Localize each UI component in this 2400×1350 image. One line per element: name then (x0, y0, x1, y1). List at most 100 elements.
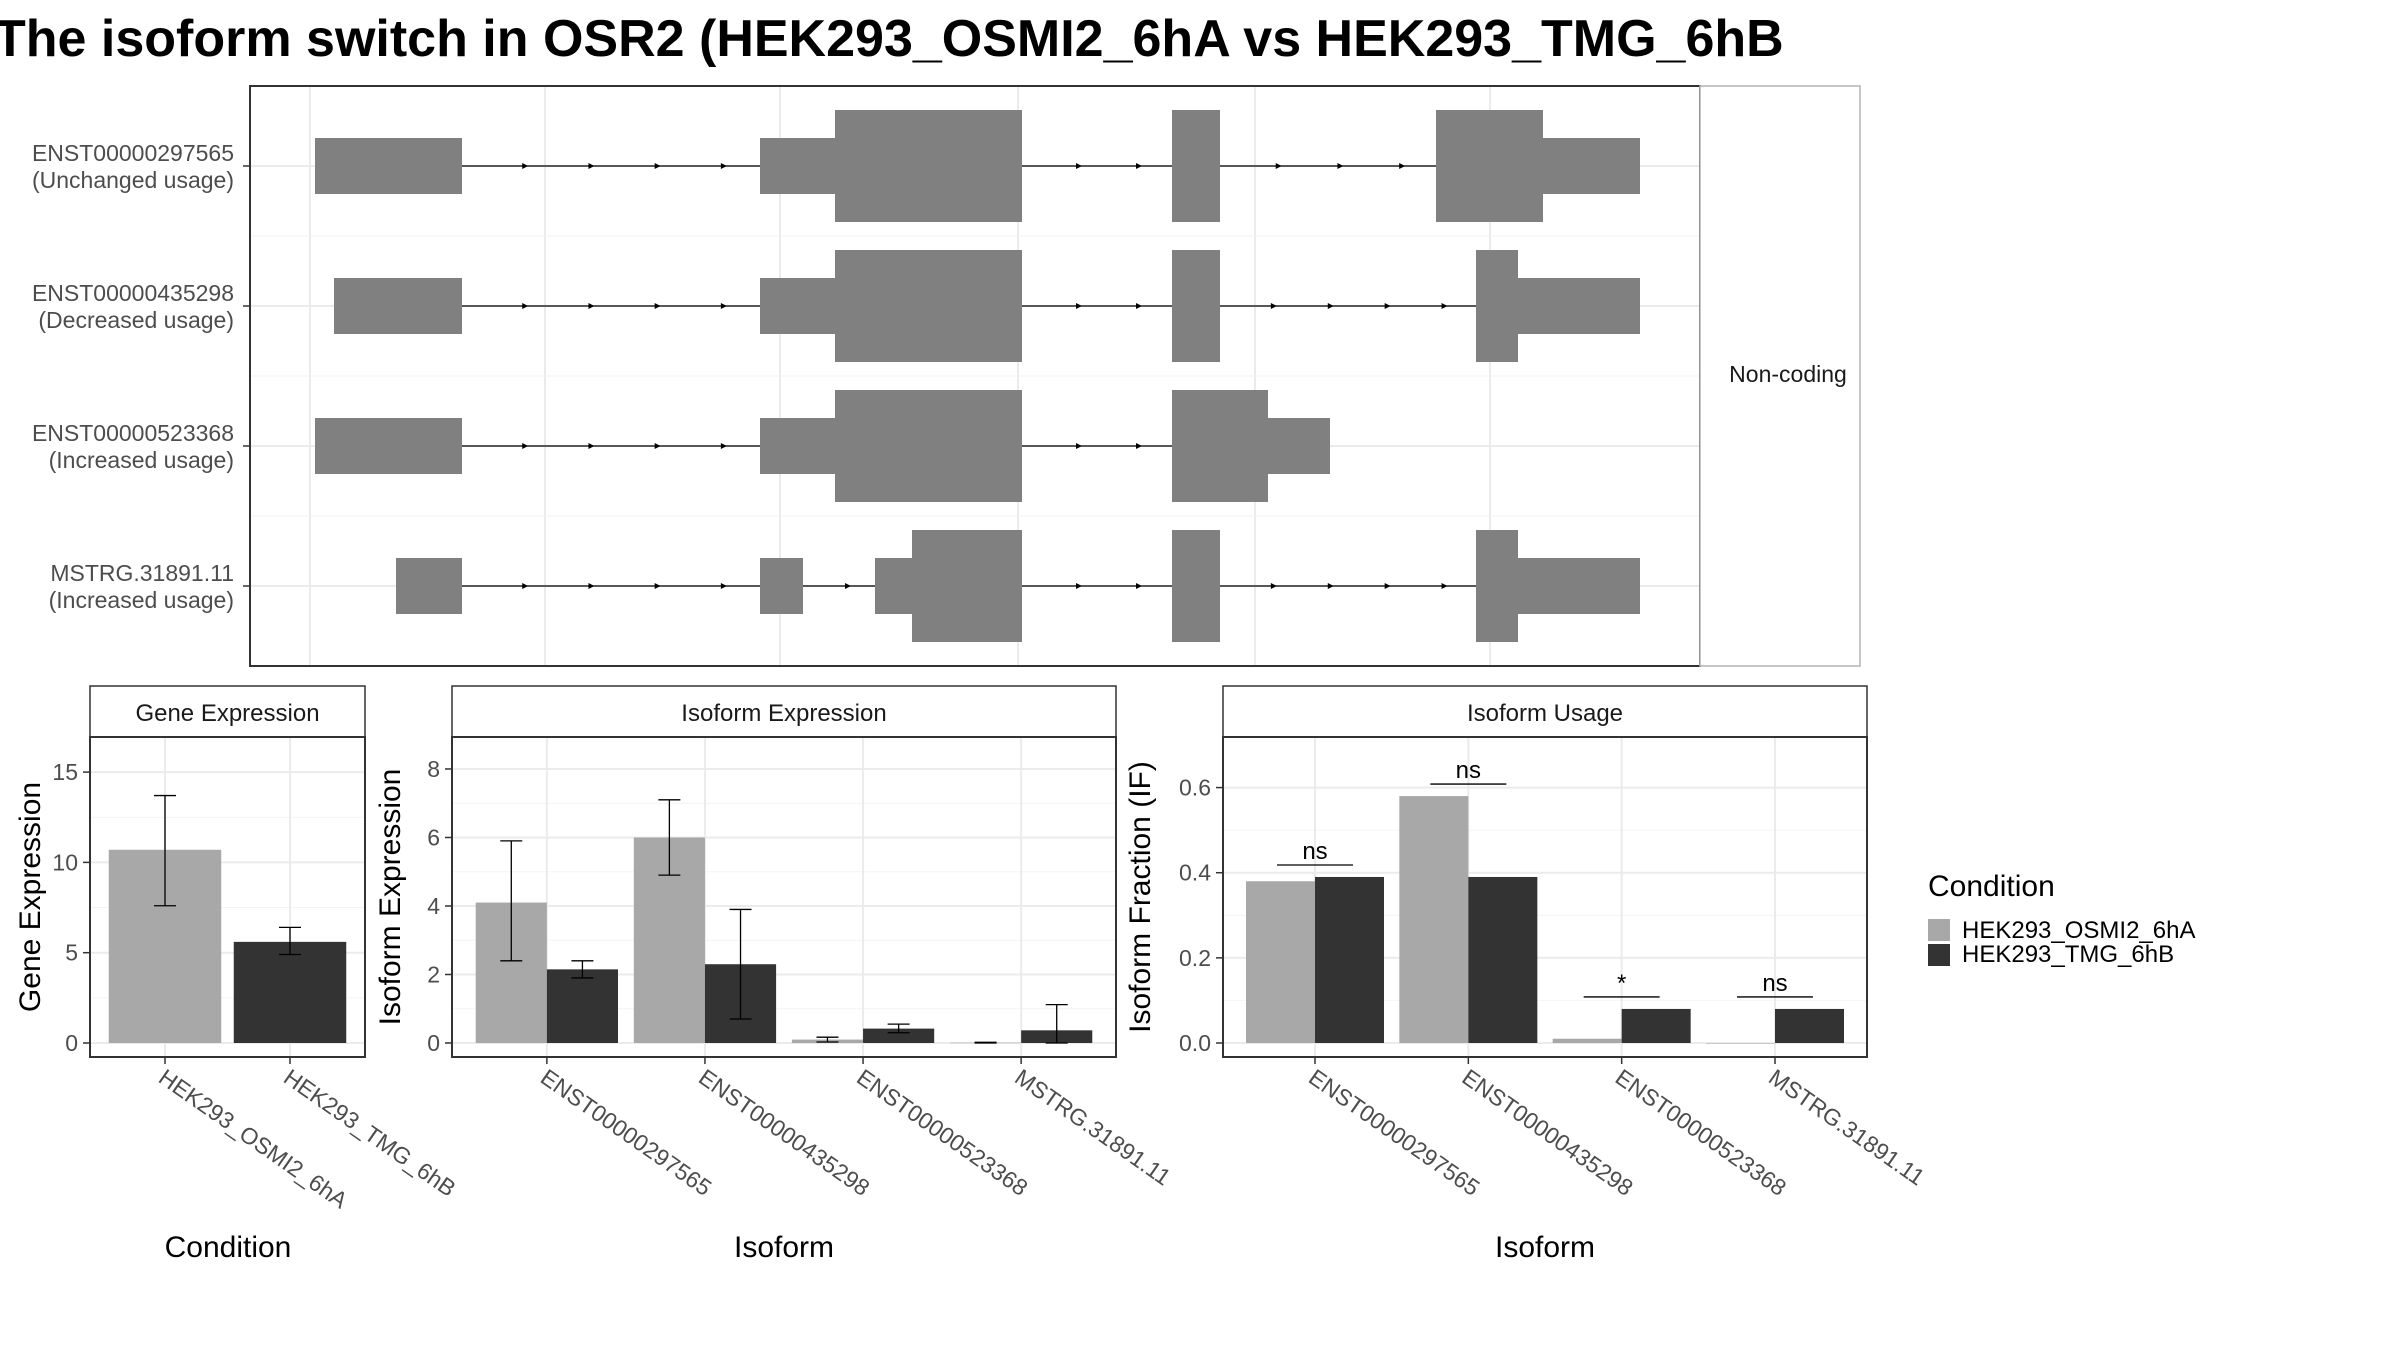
intron-arrow (720, 163, 727, 169)
intron-arrow (1076, 163, 1082, 169)
plot-border (89, 736, 366, 1058)
exon-block (1476, 530, 1518, 642)
significance-label: ns (1456, 757, 1481, 784)
legend-entry-condition-b: HEK293_TMG_6hB (1962, 941, 2174, 968)
y-tick-label: 15 (52, 759, 78, 785)
exon-block (396, 558, 462, 614)
intron-arrow (1076, 303, 1082, 309)
panel-strip (89, 685, 366, 738)
exon-block (315, 138, 462, 194)
y-tick-label: 0 (427, 1030, 440, 1056)
intron-arrow (522, 303, 529, 309)
exon-block (1476, 250, 1518, 362)
exon-block (835, 250, 1022, 362)
exon-block (334, 278, 462, 334)
figure-title: The isoform switch in OSR2 (HEK293_OSMI2… (0, 10, 1784, 68)
transcript-usage-label: (Increased usage) (49, 447, 234, 473)
bar (863, 1028, 935, 1043)
intron-arrow (1136, 163, 1142, 169)
intron-arrow (588, 303, 595, 309)
significance-label: ns (1762, 970, 1787, 997)
legend-title: Condition (1928, 870, 2055, 903)
exon-block (1436, 110, 1543, 222)
y-tick-label: 0.4 (1179, 860, 1211, 886)
bar (233, 941, 347, 1043)
exon-block (1518, 558, 1640, 614)
y-tick-label: 8 (427, 756, 440, 782)
transcript-usage-label: (Unchanged usage) (32, 167, 234, 193)
intron-arrow (654, 583, 661, 589)
exon-block (835, 390, 1022, 502)
exon-block (1172, 390, 1268, 502)
intron-arrow (654, 163, 661, 169)
legend-swatch-condition-a (1928, 919, 1950, 941)
exon-block (1543, 138, 1640, 194)
transcript-usage-label: (Increased usage) (49, 587, 234, 613)
intron-arrow (845, 583, 851, 589)
x-tick-label: ENST00000523368 (852, 1064, 1032, 1201)
y-tick-label: 0.2 (1179, 945, 1211, 971)
transcript-id-label: ENST00000523368 (32, 420, 234, 446)
y-tick-label: 2 (427, 961, 440, 987)
transcript-id-label: MSTRG.31891.11 (50, 560, 234, 586)
bar (1399, 796, 1469, 1043)
bar (1552, 1038, 1622, 1043)
isoform-expression-panel: Isoform Expression02468ENST00000297565EN… (374, 685, 1176, 1264)
y-tick-label: 0 (65, 1030, 78, 1056)
transcript-id-label: ENST00000297565 (32, 140, 234, 166)
significance-label: ns (1302, 838, 1327, 865)
significance-label: * (1617, 970, 1626, 997)
intron-arrow (588, 443, 595, 449)
intron-arrow (654, 443, 661, 449)
panel-strip-label: Gene Expression (135, 700, 319, 727)
bar (1775, 1008, 1844, 1043)
bar (1315, 876, 1384, 1043)
transcript-structure-panel: Non-coding ENST00000297565(Unchanged usag… (32, 85, 1861, 667)
intron-arrow (588, 163, 595, 169)
plot-border (1222, 736, 1868, 1058)
panel-strip-label: Isoform Usage (1467, 700, 1623, 727)
y-tick-label: 6 (427, 824, 440, 850)
intron-arrow (1136, 583, 1142, 589)
exon-block (1172, 530, 1220, 642)
y-tick-label: 4 (427, 893, 440, 919)
bar (1706, 1043, 1775, 1044)
exon-block (1172, 110, 1220, 222)
legend: Condition HEK293_OSMI2_6hA HEK293_TMG_6h… (1928, 870, 2195, 968)
bar (1246, 881, 1315, 1043)
intron-arrow (1337, 163, 1344, 169)
plot-border (451, 736, 1117, 1058)
x-tick-label: ENST00000435298 (694, 1064, 874, 1201)
exon-block (1172, 250, 1220, 362)
legend-swatch-condition-b (1928, 944, 1950, 966)
exon-block (760, 138, 835, 194)
legend-entry-condition-a: HEK293_OSMI2_6hA (1962, 917, 2195, 944)
y-tick-label: 5 (65, 940, 78, 966)
intron-arrow (522, 583, 529, 589)
intron-arrow (1327, 583, 1334, 589)
intron-arrow (1441, 583, 1448, 589)
x-tick-label: MSTRG.31891.11 (1010, 1064, 1175, 1191)
y-axis-title: Isoform Fraction (IF) (1124, 761, 1157, 1033)
x-tick-label: ENST00000297565 (536, 1064, 716, 1201)
intron-arrow (720, 443, 727, 449)
intron-arrow (522, 443, 529, 449)
y-tick-label: 10 (52, 849, 78, 875)
exon-block (835, 110, 1022, 222)
intron-arrow (1270, 583, 1277, 589)
panel-strip (1222, 685, 1868, 738)
bar (546, 969, 618, 1043)
y-tick-label: 0.0 (1179, 1030, 1211, 1056)
exon-block (760, 278, 835, 334)
intron-arrow (654, 303, 661, 309)
exon-block (315, 418, 462, 474)
intron-arrow (1136, 443, 1142, 449)
exon-block (760, 558, 803, 614)
x-axis-title: Isoform (1495, 1231, 1595, 1264)
structure-strip-label: Non-coding (1729, 361, 1847, 387)
intron-arrow (1441, 303, 1448, 309)
intron-arrow (1270, 303, 1277, 309)
y-axis-title: Gene Expression (14, 782, 47, 1012)
y-tick-label: 0.6 (1179, 775, 1211, 801)
